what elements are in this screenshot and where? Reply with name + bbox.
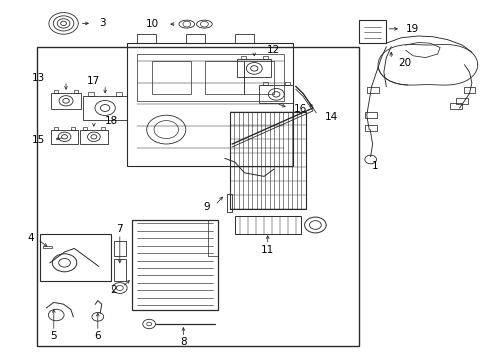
Bar <box>51 93 81 109</box>
Text: 1: 1 <box>371 161 378 171</box>
Bar <box>185 34 205 43</box>
Text: 14: 14 <box>325 112 338 122</box>
Text: 19: 19 <box>405 24 418 34</box>
Text: 8: 8 <box>180 337 186 347</box>
Bar <box>116 92 122 96</box>
Text: 18: 18 <box>105 116 118 126</box>
Bar <box>366 87 378 93</box>
Bar <box>40 234 111 281</box>
Bar <box>73 90 78 93</box>
Bar <box>259 85 293 103</box>
Bar <box>132 220 217 310</box>
Bar <box>71 127 75 130</box>
Text: 10: 10 <box>145 19 159 29</box>
Bar <box>137 54 283 101</box>
Bar <box>244 61 273 94</box>
Bar <box>359 20 386 43</box>
Text: 13: 13 <box>32 73 45 84</box>
Text: 6: 6 <box>94 331 101 341</box>
Bar <box>37 47 359 346</box>
Bar <box>101 127 104 130</box>
Bar <box>234 34 254 43</box>
Bar <box>237 59 271 77</box>
Bar <box>364 125 376 131</box>
Bar <box>151 61 190 94</box>
Bar <box>88 92 94 96</box>
Bar <box>227 194 232 212</box>
Bar <box>229 112 305 209</box>
Bar <box>83 127 87 130</box>
Text: 4: 4 <box>27 233 34 243</box>
Bar <box>240 56 245 59</box>
Text: 15: 15 <box>32 135 45 145</box>
Text: 12: 12 <box>266 45 279 55</box>
Bar <box>284 82 289 85</box>
Bar <box>51 130 78 144</box>
Bar <box>80 130 107 144</box>
Bar <box>234 216 300 234</box>
Text: 20: 20 <box>398 58 411 68</box>
Text: 7: 7 <box>116 224 123 234</box>
Bar <box>449 103 461 109</box>
Text: 11: 11 <box>261 245 274 255</box>
Bar <box>455 98 467 104</box>
Text: 16: 16 <box>293 104 306 114</box>
Text: 5: 5 <box>50 331 57 341</box>
Bar <box>263 82 267 85</box>
Bar <box>364 112 376 118</box>
Text: 17: 17 <box>87 76 101 86</box>
Bar <box>83 96 127 120</box>
Bar <box>54 127 58 130</box>
Bar <box>42 246 52 248</box>
Bar <box>127 43 293 166</box>
Bar <box>114 259 125 281</box>
Bar <box>54 90 59 93</box>
Bar <box>463 87 474 93</box>
Bar <box>114 241 125 256</box>
Text: 3: 3 <box>99 18 105 28</box>
Text: 9: 9 <box>203 202 210 212</box>
Bar <box>205 61 244 94</box>
Bar <box>137 34 156 43</box>
Bar <box>263 56 267 59</box>
Text: 2: 2 <box>110 285 117 295</box>
